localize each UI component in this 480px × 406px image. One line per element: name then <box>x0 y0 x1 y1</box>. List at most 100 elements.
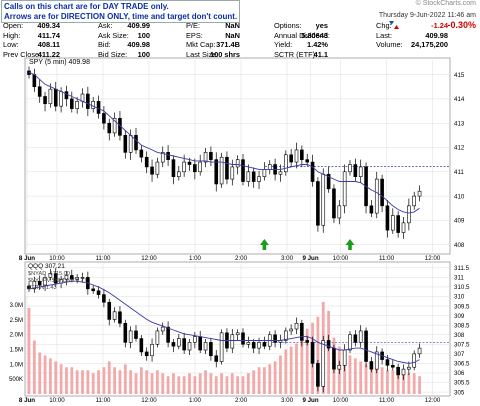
moving-average-line <box>28 71 420 214</box>
spy-price-pane: 408 409 410 411 412 413 414 415 8 Jun 10:00 11:00… <box>19 57 465 262</box>
volume-bar <box>97 370 100 394</box>
candle-body <box>203 342 208 351</box>
y-tick-label: 305 <box>454 389 465 396</box>
candle-body <box>326 340 331 349</box>
quote-value: NaN <box>225 21 240 30</box>
volume-bar <box>54 361 58 394</box>
volume-bar <box>113 367 116 394</box>
volume-bar <box>145 370 149 394</box>
candle-body <box>251 171 256 182</box>
y-tick-label: 307 <box>454 351 465 358</box>
candle-body <box>70 98 74 109</box>
candle-body <box>385 205 390 231</box>
x-tick-label: 10:00 <box>333 397 349 404</box>
quote-value: -1.24 <box>431 21 448 30</box>
volume-bar <box>364 364 368 394</box>
candle-body <box>102 113 106 124</box>
volume-bar <box>252 370 256 394</box>
candle-body <box>369 205 374 214</box>
volume-bar <box>412 373 416 394</box>
x-tick-label: 10:00 <box>49 397 65 404</box>
quote-value: 408.11 <box>37 40 60 49</box>
candle-body <box>91 101 95 109</box>
y-tick-label: 309.5 <box>454 303 470 310</box>
volume-bar <box>118 370 122 394</box>
candle-body <box>305 159 310 163</box>
y-tick-label: 308.5 <box>454 322 470 329</box>
quote-value: 409.34 <box>37 21 60 30</box>
candle-body <box>241 332 245 345</box>
candle-body <box>209 342 213 357</box>
quote-label: EPS: <box>186 30 203 40</box>
candle-body <box>246 171 251 182</box>
legend-nyupv: $NYUPV:$NYDNV 0.27 <box>28 278 87 284</box>
volume-tick-label: 1.5M <box>10 347 23 353</box>
candle-body <box>316 363 320 387</box>
volume-bar <box>289 346 293 394</box>
y-tick-label: 411 <box>454 169 464 176</box>
volume-bar <box>380 367 384 394</box>
quote-value: 5.80643 <box>301 30 328 40</box>
volume-bar <box>343 352 347 394</box>
volume-bar <box>220 373 223 394</box>
candle-body <box>407 366 411 370</box>
x-tick-label: 1:00 <box>189 397 202 404</box>
quote-value: 100 <box>137 30 150 40</box>
candle-body <box>374 351 379 370</box>
candle-body <box>396 215 400 233</box>
candle-body <box>112 118 117 134</box>
candle-body <box>273 334 277 343</box>
volume-bar <box>156 370 159 394</box>
volume-bar <box>166 376 170 394</box>
volume-bar <box>172 373 175 394</box>
candle-body <box>198 161 202 173</box>
candle-body <box>198 336 202 351</box>
candle-body <box>128 135 133 153</box>
candle-body <box>43 96 47 105</box>
volume-bar <box>214 376 218 394</box>
x-tick-label: 12:00 <box>425 255 441 262</box>
candle-body <box>32 280 37 290</box>
volume-bar <box>348 355 352 394</box>
volume-bar <box>150 373 154 394</box>
candle-body <box>193 164 197 173</box>
candle-body <box>326 173 331 190</box>
candle-body <box>86 93 90 109</box>
candle-body <box>139 149 144 158</box>
volume-bar <box>193 376 197 394</box>
volume-bar <box>391 370 395 394</box>
candle-body <box>246 342 251 345</box>
y-tick-label: 412 <box>454 145 465 152</box>
x-tick-label: 12:00 <box>141 397 157 404</box>
notice-line-2: Arrows are for DIRECTION ONLY, time and … <box>4 11 238 21</box>
quote-value: 411.74 <box>37 30 60 40</box>
candle-body <box>134 330 138 339</box>
quote-value: 100 shrs <box>210 49 240 59</box>
volume-bar <box>246 373 250 394</box>
candle-body <box>412 353 417 368</box>
volume-bar <box>129 370 133 394</box>
x-tick-label: 10:00 <box>49 255 65 262</box>
quote-value: 409.99 <box>127 21 150 30</box>
quote-value: 41.1 <box>313 49 328 59</box>
candle-body <box>150 343 154 357</box>
candle-body <box>353 334 358 343</box>
x-tick-label: 12:00 <box>141 255 157 262</box>
volume-bar <box>241 376 245 394</box>
y-tick-label: 306 <box>454 370 465 377</box>
candle-body <box>107 301 112 320</box>
volume-bar <box>268 364 272 394</box>
volume-bar <box>230 373 234 394</box>
candle-body <box>91 288 95 292</box>
moving-average-line <box>28 280 420 364</box>
candle-body <box>348 334 352 351</box>
candle-body <box>166 152 170 160</box>
candle-body <box>144 156 149 168</box>
x-tick-label: 11:00 <box>379 397 395 404</box>
volume-bar <box>375 367 379 394</box>
volume-bar <box>32 340 36 394</box>
candle-body <box>193 336 197 343</box>
y-tick-label: 413 <box>454 120 465 127</box>
candle-body <box>412 195 417 207</box>
